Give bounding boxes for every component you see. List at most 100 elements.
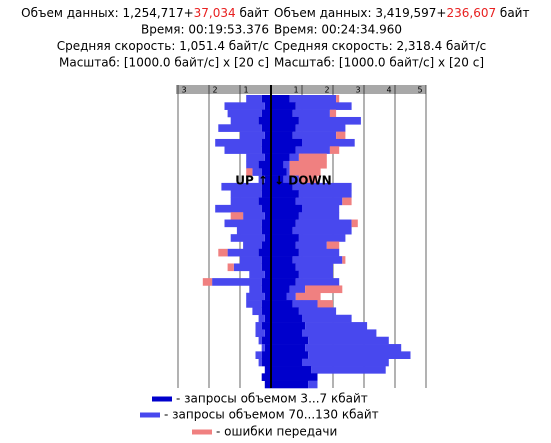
bar	[289, 160, 327, 169]
bar	[224, 219, 262, 228]
bar	[295, 219, 352, 228]
stat-line: Объем данных: 1,254,717+37,034 байт	[21, 6, 269, 20]
bar	[311, 366, 386, 374]
bar	[302, 329, 377, 338]
bar	[292, 182, 352, 191]
bar	[258, 314, 265, 323]
stat-part: байт	[496, 6, 529, 20]
bar	[271, 226, 293, 235]
bar	[246, 153, 265, 162]
bar	[271, 336, 309, 345]
bar	[286, 168, 290, 176]
stat-line: Масштаб: [1000.0 байт/с] x [20 с]	[274, 55, 484, 69]
bar	[246, 168, 253, 176]
bar	[258, 248, 271, 257]
bar	[271, 197, 296, 206]
bar	[298, 116, 361, 125]
bar	[271, 168, 287, 176]
bar	[283, 175, 299, 184]
bar	[264, 380, 271, 389]
bar	[336, 131, 346, 140]
bar	[258, 116, 271, 125]
bar	[326, 241, 340, 250]
bar	[271, 270, 299, 279]
bar	[215, 204, 262, 213]
bar	[271, 292, 287, 301]
bar	[261, 219, 271, 228]
up-title: UP ↑	[235, 174, 268, 188]
bar	[271, 351, 309, 359]
down-title: ↓ DOWN	[274, 174, 332, 188]
bar	[271, 329, 302, 338]
bar	[261, 285, 271, 294]
bar	[258, 358, 262, 367]
bar	[298, 175, 318, 184]
bar	[271, 219, 296, 228]
x-tick-label: 4	[386, 86, 391, 95]
bar	[261, 307, 271, 316]
bar	[308, 336, 389, 345]
bar	[271, 212, 299, 220]
bar	[302, 138, 355, 147]
bar	[295, 241, 327, 250]
bar	[295, 263, 333, 272]
bar	[264, 175, 271, 184]
bar	[271, 95, 290, 103]
bar	[258, 175, 265, 184]
bar	[298, 212, 340, 220]
bar	[230, 190, 262, 198]
bar	[271, 109, 293, 118]
bar	[264, 102, 271, 110]
bar	[271, 160, 284, 169]
x-tick-label: 1	[243, 86, 248, 95]
bar	[261, 204, 271, 213]
x-tick-label: 3	[355, 86, 360, 95]
bar	[329, 109, 337, 118]
bar	[295, 146, 330, 154]
bar	[230, 116, 259, 125]
bar	[289, 153, 299, 162]
bar	[271, 116, 299, 125]
stat-part: Объем данных: 1,254,717+	[21, 6, 193, 20]
bar	[264, 292, 271, 301]
bar	[246, 160, 259, 169]
bar	[305, 322, 368, 330]
bar	[271, 307, 299, 316]
x-tick-label: 3	[181, 86, 186, 95]
bar	[271, 263, 296, 272]
bar	[292, 131, 337, 140]
bar	[264, 366, 271, 374]
x-tick-label: 1	[293, 86, 298, 95]
bar	[295, 124, 346, 132]
bar	[212, 278, 262, 286]
stat-part: Средняя скорость: 1,051.4 байт/с	[57, 39, 269, 53]
bar	[258, 160, 271, 169]
bar	[264, 234, 271, 242]
bar	[261, 190, 271, 198]
bar	[261, 138, 271, 147]
bar	[308, 351, 411, 359]
stat-part: байт	[236, 6, 269, 20]
stat-line: Время: 00:24:34.960	[274, 22, 402, 36]
bar	[243, 241, 262, 250]
bar	[295, 197, 343, 206]
bar	[227, 263, 234, 272]
bar	[305, 344, 402, 352]
bar	[261, 124, 271, 132]
bar	[255, 322, 262, 330]
bar	[271, 175, 284, 184]
bar	[261, 146, 271, 154]
bar	[271, 314, 302, 323]
bar	[261, 300, 271, 308]
bar	[271, 373, 318, 381]
bar	[342, 256, 346, 264]
bar	[271, 322, 306, 330]
x-tick-label: 2	[212, 86, 217, 95]
bar	[289, 95, 337, 103]
bar	[224, 146, 262, 154]
bar	[261, 241, 271, 250]
bar	[308, 380, 318, 389]
bar	[264, 131, 271, 140]
bar	[271, 344, 306, 352]
